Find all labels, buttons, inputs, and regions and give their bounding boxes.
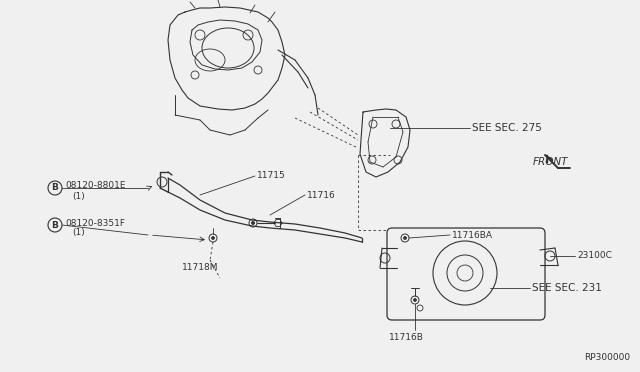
Text: 11716: 11716 <box>307 190 336 199</box>
Text: 23100C: 23100C <box>577 251 612 260</box>
Text: SEE SEC. 231: SEE SEC. 231 <box>532 283 602 293</box>
Text: 08120-8801E: 08120-8801E <box>65 182 125 190</box>
Text: B: B <box>52 221 58 230</box>
Text: 11716BA: 11716BA <box>452 231 493 240</box>
Text: 11718M: 11718M <box>182 263 218 273</box>
Text: 08120-8351F: 08120-8351F <box>65 218 125 228</box>
Text: 11716B: 11716B <box>388 334 424 343</box>
Text: FRONT: FRONT <box>532 157 568 167</box>
Circle shape <box>211 237 214 240</box>
Circle shape <box>48 218 62 232</box>
Text: B: B <box>52 183 58 192</box>
Circle shape <box>403 237 406 240</box>
Text: 11715: 11715 <box>257 171 285 180</box>
Text: SEE SEC. 275: SEE SEC. 275 <box>472 123 542 133</box>
Circle shape <box>252 221 255 224</box>
Circle shape <box>413 298 417 301</box>
Text: (1): (1) <box>72 192 84 201</box>
Text: RP300000: RP300000 <box>584 353 630 362</box>
Circle shape <box>48 181 62 195</box>
Text: (1): (1) <box>72 228 84 237</box>
